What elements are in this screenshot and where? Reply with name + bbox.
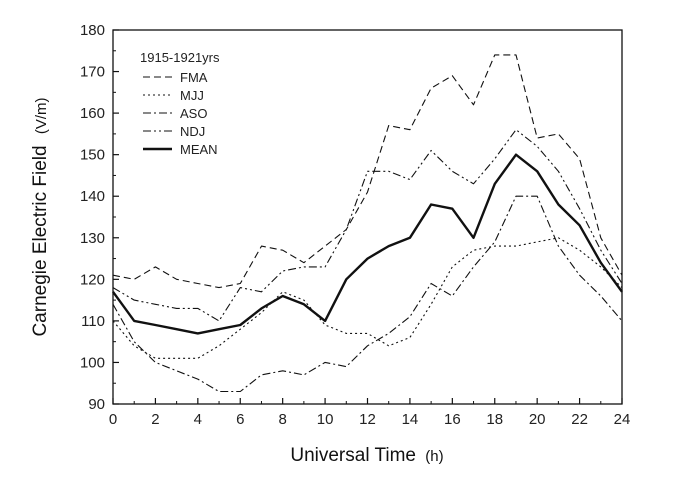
legend-label-aso: ASO <box>180 106 207 121</box>
x-tick-label: 4 <box>194 411 202 428</box>
x-tick-label: 0 <box>109 411 117 428</box>
series-line-aso <box>112 195 623 393</box>
legend-label-mean: MEAN <box>180 142 218 157</box>
x-tick-label: 16 <box>444 411 461 428</box>
x-tick-label: 10 <box>317 411 334 428</box>
legend-label-mjj: MJJ <box>180 88 204 103</box>
y-tick-label: 130 <box>80 230 105 247</box>
series-line-mean <box>112 153 623 335</box>
y-tick-label: 150 <box>80 147 105 164</box>
series-line-mjj <box>112 237 623 359</box>
x-tick-label: 14 <box>402 411 419 428</box>
x-tick-label: 6 <box>236 411 244 428</box>
y-tick-label: 120 <box>80 271 105 288</box>
series-line-ndj <box>112 129 623 322</box>
x-axis: 0 2 4 6 8 10 12 14 16 18 20 22 24 <box>109 398 631 428</box>
legend: 1915-1921yrs FMA MJJ ASO NDJ MEAN <box>140 50 220 157</box>
x-tick-label: 18 <box>486 411 503 428</box>
y-axis-title: Carnegie Electric Field (V/m) <box>30 97 51 336</box>
y-tick-label: 100 <box>80 354 105 371</box>
series-lines <box>112 54 623 393</box>
y-tick-label: 90 <box>88 396 105 413</box>
y-axis: 90 100 110 120 130 140 150 160 170 180 <box>80 22 119 413</box>
x-tick-label: 24 <box>614 411 631 428</box>
x-tick-label: 8 <box>278 411 286 428</box>
y-axis-unit: (V/m) <box>33 97 50 134</box>
legend-title: 1915-1921yrs <box>140 50 220 65</box>
y-tick-label: 170 <box>80 64 105 81</box>
series-line-fma <box>112 54 623 289</box>
x-axis-title: Universal Time (h) <box>290 445 443 466</box>
y-tick-label: 140 <box>80 188 105 205</box>
legend-label-ndj: NDJ <box>180 124 205 139</box>
x-axis-unit: (h) <box>425 448 443 465</box>
x-tick-label: 20 <box>529 411 546 428</box>
x-tick-label: 12 <box>359 411 376 428</box>
y-tick-label: 110 <box>81 313 105 330</box>
x-tick-label: 22 <box>571 411 588 428</box>
y-tick-label: 160 <box>80 105 105 122</box>
x-tick-label: 2 <box>151 411 159 428</box>
y-tick-label: 180 <box>80 22 105 39</box>
legend-label-fma: FMA <box>180 70 208 85</box>
